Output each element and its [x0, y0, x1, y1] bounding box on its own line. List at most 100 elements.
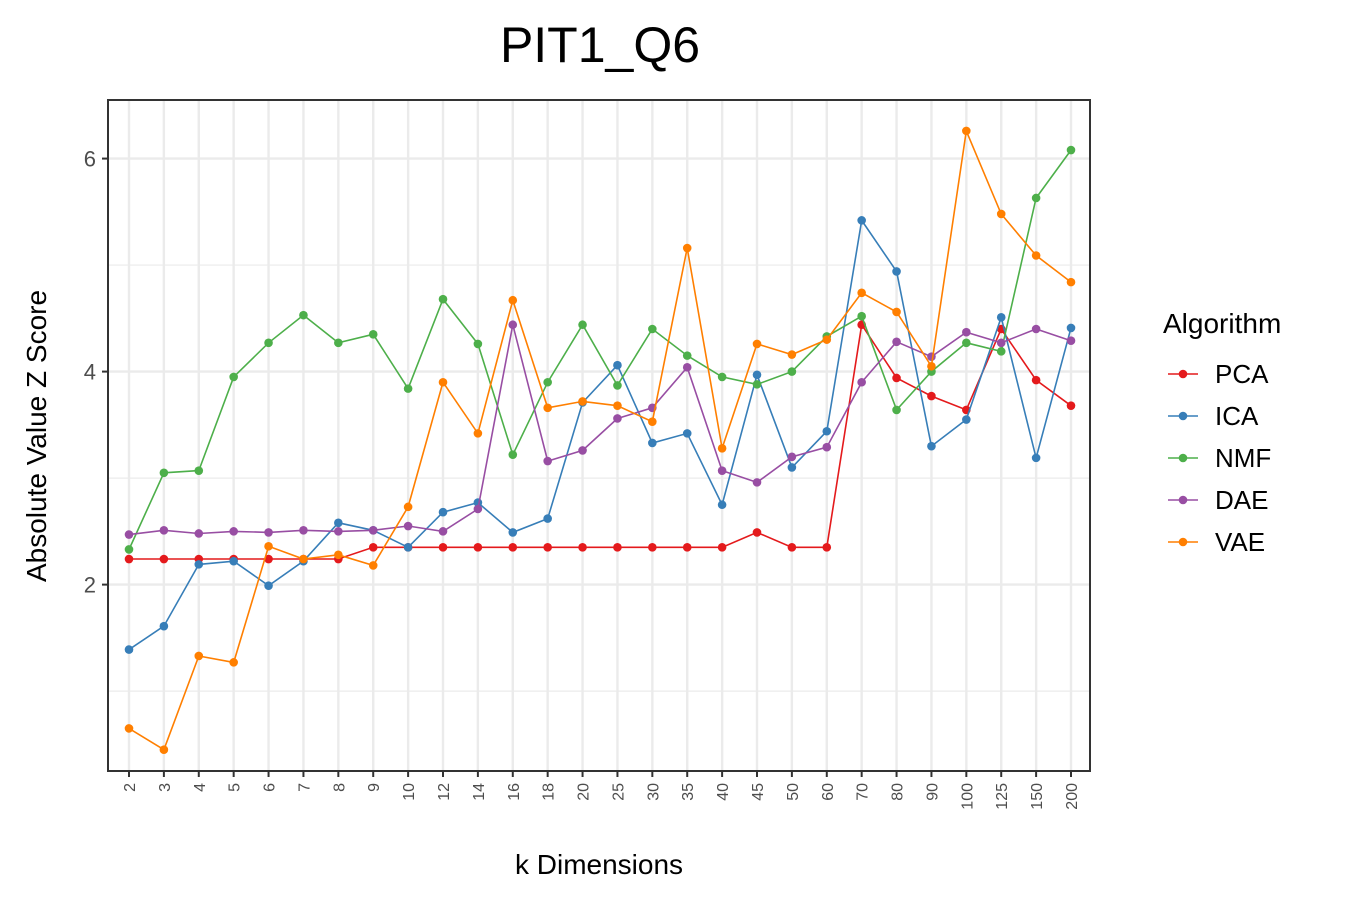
legend-label-ica: ICA: [1215, 401, 1259, 431]
legend-item-nmf: NMF: [1168, 443, 1271, 473]
data-point-pca: [1066, 401, 1076, 410]
x-tick-label: 25: [610, 783, 627, 801]
data-point-vae: [682, 243, 692, 253]
x-tick-label: 90: [924, 783, 941, 801]
data-point-pca: [787, 543, 797, 552]
data-point-nmf: [1066, 145, 1076, 155]
grid: [108, 100, 1090, 771]
data-point-pca: [473, 543, 483, 552]
legend-key-point: [1178, 453, 1188, 463]
legend-key-point: [1178, 495, 1188, 505]
data-point-ica: [927, 441, 936, 451]
legend-item-vae: VAE: [1168, 527, 1265, 557]
data-point-ica: [543, 514, 552, 523]
x-tick-label: 4: [192, 783, 209, 792]
x-tick-label: 16: [506, 783, 523, 801]
x-tick-label: 10: [401, 783, 418, 801]
data-point-ica: [159, 621, 169, 631]
x-tick-label: 12: [436, 783, 453, 801]
data-point-nmf: [403, 384, 413, 393]
x-tick-label: 100: [959, 783, 976, 810]
data-point-nmf: [1031, 193, 1041, 203]
data-point-pca: [368, 543, 378, 552]
data-point-vae: [159, 745, 169, 754]
data-point-ica: [264, 581, 273, 590]
series-dae: [124, 320, 1076, 539]
y-tick-label: 6: [84, 147, 96, 172]
legend-title: Algorithm: [1163, 308, 1281, 339]
data-point-ica: [962, 415, 971, 424]
data-point-vae: [613, 401, 622, 410]
legend-item-pca: PCA: [1168, 359, 1269, 389]
data-point-vae: [648, 417, 657, 426]
data-point-dae: [368, 525, 378, 535]
data-point-vae: [822, 335, 832, 344]
data-point-nmf: [159, 468, 169, 478]
data-point-vae: [1066, 277, 1076, 287]
x-tick-label: 14: [471, 783, 488, 801]
data-point-dae: [299, 525, 308, 535]
data-point-vae: [1031, 251, 1041, 260]
data-point-pca: [578, 543, 587, 552]
data-point-vae: [403, 502, 413, 512]
data-point-nmf: [473, 339, 483, 349]
data-point-nmf: [508, 450, 518, 459]
y-tick-label: 2: [84, 573, 96, 598]
data-point-pca: [717, 543, 727, 552]
data-point-pca: [648, 543, 657, 552]
data-point-pca: [508, 543, 518, 552]
data-point-nmf: [648, 324, 657, 334]
series-line-nmf: [128, 149, 1072, 550]
x-tick-label: 18: [541, 783, 558, 801]
data-point-dae: [473, 504, 483, 514]
data-point-dae: [996, 338, 1006, 348]
data-point-vae: [787, 350, 797, 359]
data-point-dae: [543, 456, 552, 466]
data-point-vae: [996, 209, 1006, 219]
data-point-vae: [194, 651, 204, 661]
data-point-ica: [1031, 453, 1041, 463]
data-point-pca: [438, 543, 448, 552]
data-point-ica: [438, 507, 448, 517]
data-point-nmf: [578, 320, 587, 330]
data-point-ica: [892, 267, 901, 276]
data-point-vae: [857, 288, 866, 298]
x-tick-label: 150: [1029, 783, 1046, 810]
chart-title: PIT1_Q6: [500, 17, 700, 73]
data-point-nmf: [543, 377, 552, 387]
data-point-pca: [264, 554, 273, 564]
x-tick-label: 6: [262, 783, 279, 792]
data-point-vae: [334, 550, 343, 560]
x-tick-label: 35: [680, 783, 697, 801]
data-point-dae: [508, 320, 518, 330]
data-point-dae: [264, 528, 273, 537]
data-point-vae: [892, 307, 901, 317]
data-point-nmf: [368, 330, 378, 339]
data-point-pca: [752, 528, 762, 537]
legend: Algorithm PCA ICA NMF DAE VAE: [1163, 308, 1281, 557]
data-point-nmf: [299, 310, 308, 320]
y-tick-label: 4: [84, 360, 96, 385]
data-point-vae: [264, 541, 273, 551]
data-point-vae: [717, 443, 727, 453]
data-point-nmf: [334, 338, 343, 348]
data-point-nmf: [264, 338, 273, 348]
data-point-ica: [229, 556, 238, 566]
series-line-dae: [128, 324, 1072, 536]
x-axis: 2 3 4 5 6 7 8 9 10 12 14 16 18 20 25 30 35 40 45 50 60 70 80 90…: [122, 771, 1081, 810]
series-vae: [124, 126, 1076, 754]
legend-label-pca: PCA: [1215, 359, 1269, 389]
data-point-pca: [1031, 375, 1041, 385]
x-tick-label: 30: [645, 783, 662, 801]
x-tick-label: 80: [890, 783, 907, 801]
data-point-nmf: [124, 545, 134, 554]
x-tick-label: 7: [296, 783, 313, 792]
legend-label-nmf: NMF: [1215, 443, 1271, 473]
data-point-nmf: [892, 405, 901, 415]
data-point-nmf: [962, 338, 971, 348]
data-point-vae: [962, 126, 971, 136]
data-point-ica: [682, 429, 692, 438]
x-tick-label: 125: [994, 783, 1011, 810]
data-point-dae: [752, 478, 762, 487]
